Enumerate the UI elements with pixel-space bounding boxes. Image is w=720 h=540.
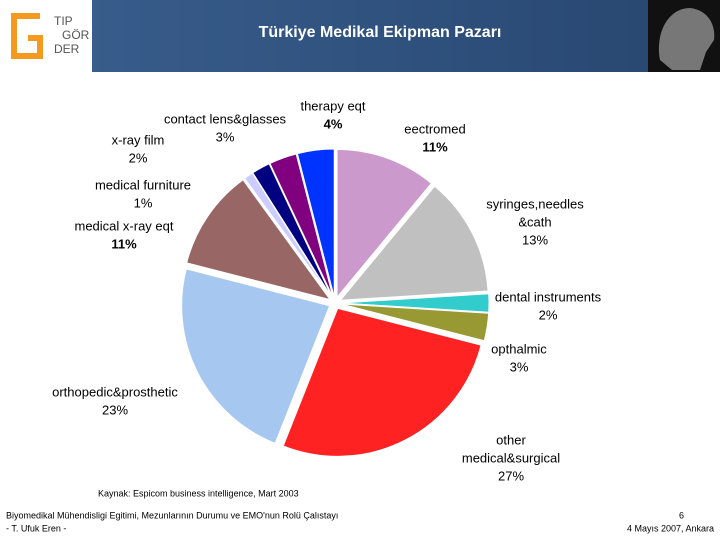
slice-value: 13% [522, 232, 548, 247]
pie-slice [339, 185, 489, 301]
slice-value: 3% [510, 359, 529, 374]
slice-label: contact lens&glasses [164, 111, 287, 126]
slice-value: 1% [134, 195, 153, 210]
logo-text: DER [54, 42, 80, 56]
slice-label: orthopedic&prosthetic [52, 384, 178, 399]
slice-label: medical x-ray eqt [75, 218, 174, 233]
pie-slice [340, 303, 490, 342]
source-note: Kaynak: Espicom business intelligence, M… [98, 488, 299, 498]
pie-slice [186, 179, 332, 301]
labels: eectromed 11% syringes,needles&cath 13% dent… [52, 98, 601, 483]
pie-slice [336, 148, 433, 299]
logo-text: GÖR [62, 28, 90, 42]
pie-slice [243, 172, 333, 299]
pie-slice [252, 163, 333, 299]
pie-slice [181, 268, 331, 444]
slice-value: 3% [216, 129, 235, 144]
slice-label: dental instruments [495, 289, 602, 304]
header-bar [0, 0, 720, 72]
slice-value: 23% [102, 402, 128, 417]
logo-text: TIP [54, 14, 73, 28]
footer-date: 4 Mayıs 2007, Ankara [627, 523, 714, 533]
slice-value: 2% [539, 307, 558, 322]
footer-page: 6 [679, 510, 684, 520]
slice-label: &cath [518, 214, 551, 229]
slice-value: 2% [129, 150, 148, 165]
scan-head [659, 8, 715, 70]
slice-label: x-ray film [112, 132, 165, 147]
slice-value: 11% [111, 236, 137, 251]
pie-slice [282, 307, 482, 457]
footer-left: Biyomedikal Mühendisligi Egitimi, Mezunl… [6, 510, 338, 520]
pie [181, 148, 490, 457]
slice-label: other [496, 432, 526, 447]
footer-left: - T. Ufuk Eren - [6, 523, 66, 533]
slice-label: opthalmic [491, 341, 547, 356]
slice-label: syringes,needles [486, 196, 584, 211]
slice-label: eectromed [404, 121, 465, 136]
slice-value: 11% [422, 139, 448, 154]
pie-slice [340, 293, 490, 313]
slice-value: 27% [498, 468, 524, 483]
slice-label: medical furniture [95, 177, 191, 192]
chart-title: Türkiye Medikal Ekipman Pazarı [259, 24, 502, 41]
pie-slice [296, 148, 335, 298]
logo-mark [11, 13, 43, 59]
pie-slice [269, 153, 334, 298]
slice-value: 4% [324, 116, 343, 131]
slice-label: medical&surgical [462, 450, 560, 465]
slice-label: therapy eqt [300, 98, 365, 113]
